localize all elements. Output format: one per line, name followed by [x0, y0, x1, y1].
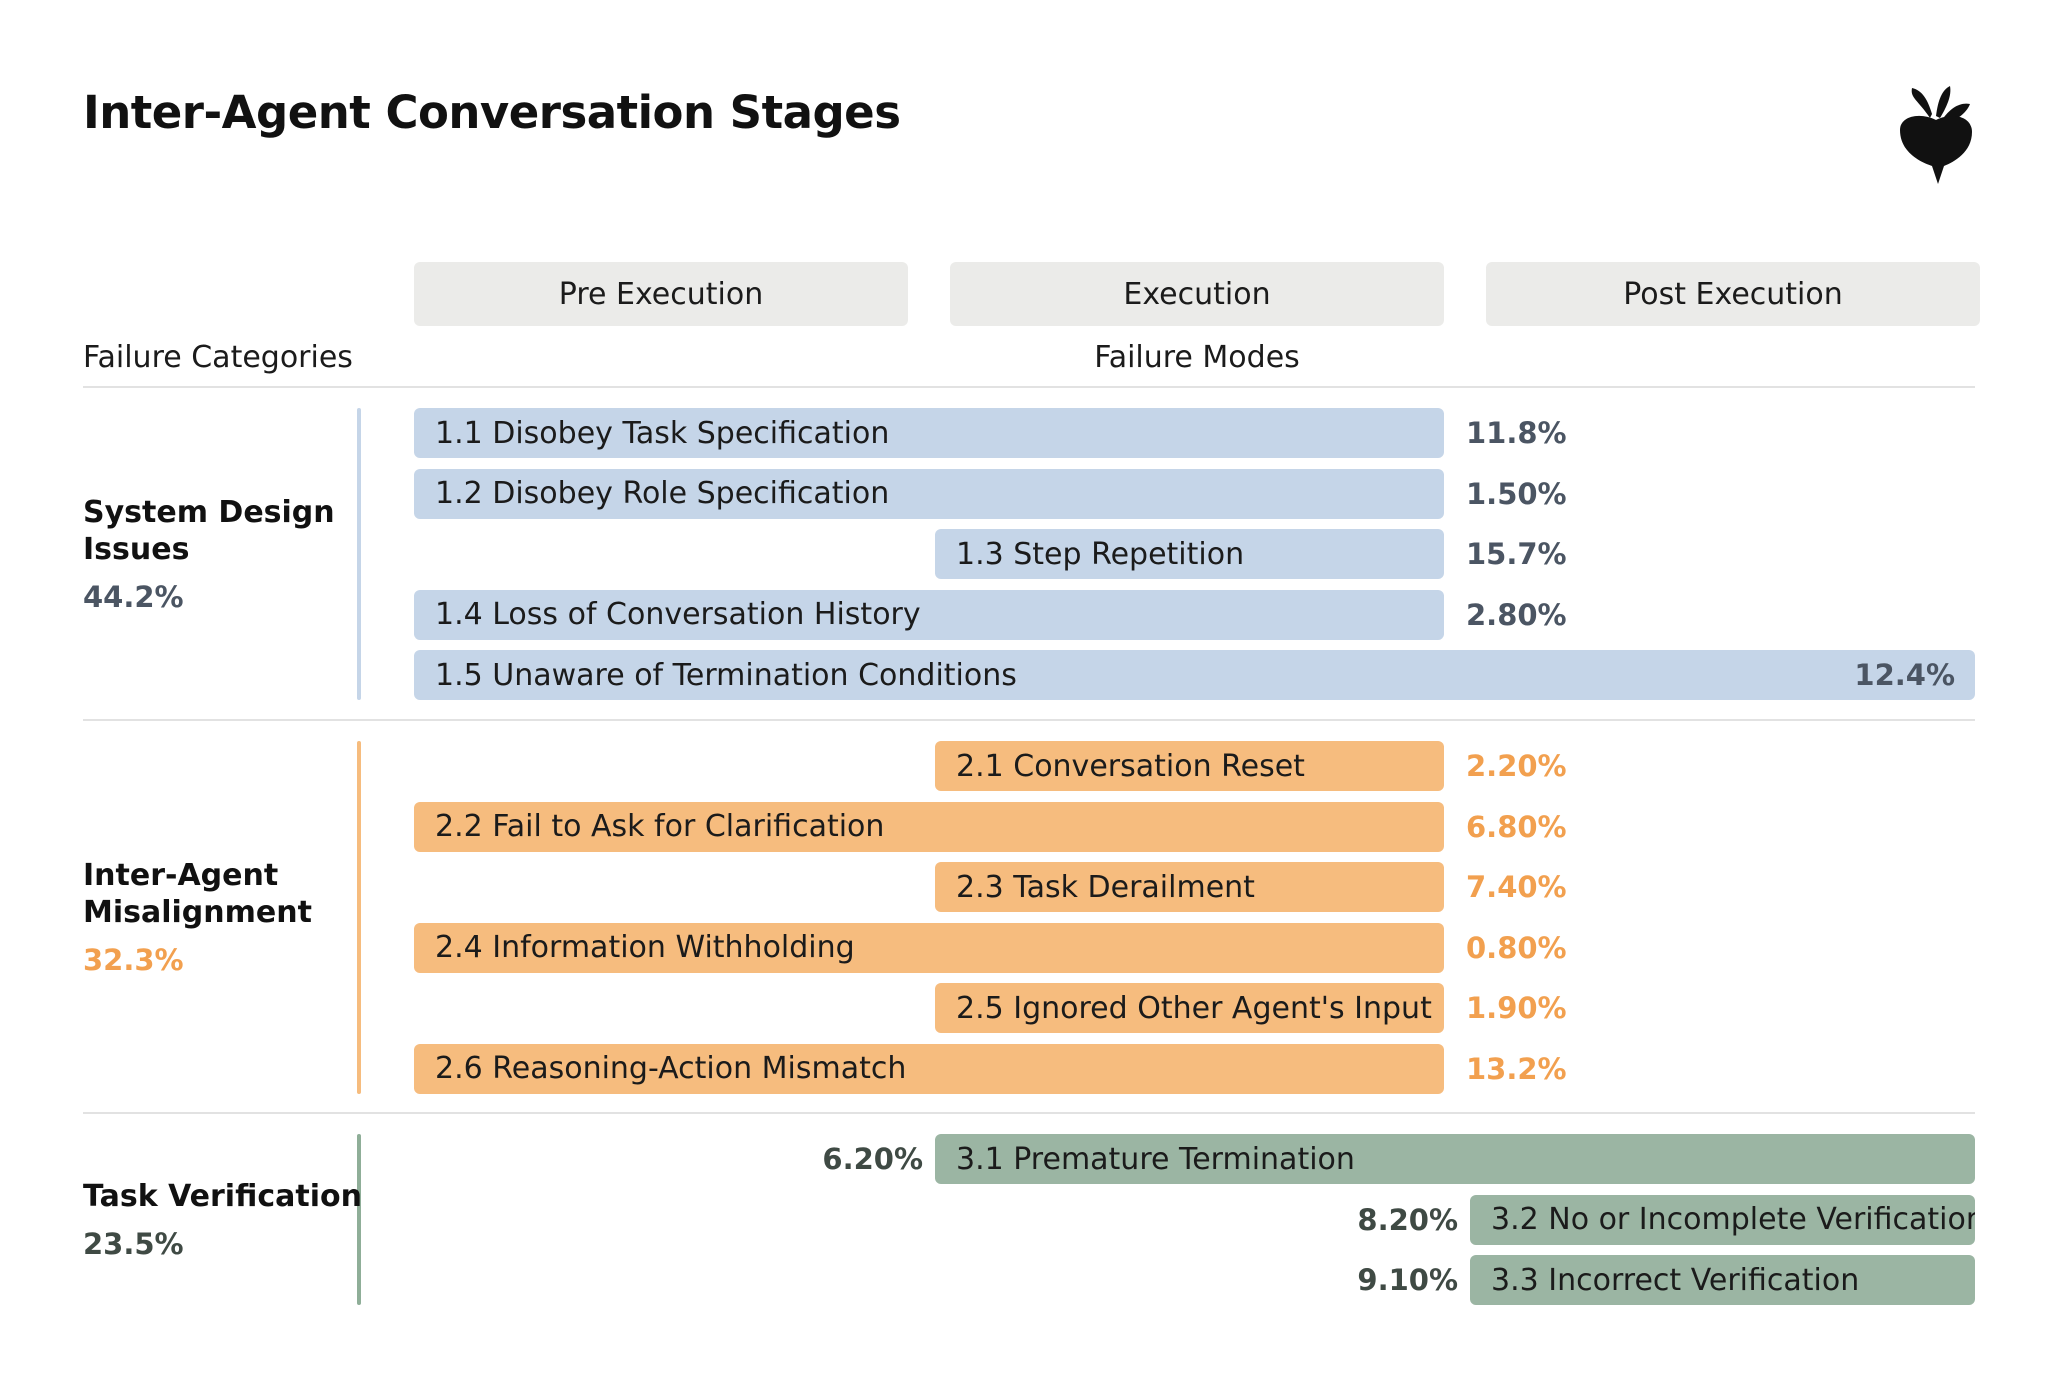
failure-mode-bar: 2.5 Ignored Other Agent's Input — [935, 983, 1444, 1033]
category-name: Inter-Agent Misalignment — [83, 857, 312, 931]
failure-mode-label: 1.1 Disobey Task Specification — [435, 415, 890, 451]
failure-mode-bar: 3.1 Premature Termination — [935, 1134, 1975, 1184]
failure-modes-header: Failure Modes — [1094, 340, 1300, 375]
failure-mode-percent: 2.20% — [1466, 749, 1567, 783]
category-percent: 23.5% — [83, 1227, 184, 1261]
failure-mode-label: 2.5 Ignored Other Agent's Input — [956, 990, 1432, 1026]
failure-mode-label: 2.3 Task Derailment — [956, 869, 1255, 905]
failure-mode-label: 2.6 Reasoning-Action Mismatch — [435, 1051, 907, 1086]
failure-mode-label: 2.1 Conversation Reset — [956, 748, 1305, 784]
failure-mode-percent: 2.80% — [1466, 597, 1567, 632]
stage-post-execution: Post Execution — [1486, 262, 1980, 326]
category-name-line: Issues — [83, 532, 190, 567]
category-name-line: Misalignment — [83, 895, 312, 931]
section-divider-2 — [83, 1112, 1975, 1114]
failure-mode-percent: 11.8% — [1466, 416, 1567, 450]
failure-mode-bar: 3.3 Incorrect Verification — [1470, 1255, 1975, 1305]
failure-mode-bar: 2.1 Conversation Reset — [935, 741, 1444, 791]
category-accent-line — [357, 741, 361, 1094]
category-name-line: Task Verification — [83, 1179, 362, 1214]
category-name: Task Verification — [83, 1178, 362, 1215]
failure-mode-bar: 1.2 Disobey Role Specification — [414, 468, 1444, 519]
failure-mode-label: 1.5 Unaware of Termination Conditions — [435, 657, 1017, 693]
failure-mode-label: 2.2 Fail to Ask for Clarification — [435, 809, 885, 844]
failure-mode-label: 1.3 Step Repetition — [956, 536, 1245, 572]
failure-mode-percent: 6.20% — [822, 1142, 923, 1176]
beet-logo-icon — [1900, 86, 1972, 184]
category-percent: 44.2% — [83, 580, 184, 614]
failure-mode-percent: 6.80% — [1466, 809, 1567, 844]
failure-mode-bar: 2.2 Fail to Ask for Clarification — [414, 801, 1444, 852]
failure-categories-header: Failure Categories — [83, 340, 353, 375]
page-title: Inter-Agent Conversation Stages — [83, 86, 901, 139]
category-name: System Design Issues — [83, 494, 335, 568]
section-divider-1 — [83, 719, 1975, 721]
failure-mode-percent: 1.50% — [1466, 476, 1567, 511]
failure-mode-percent: 7.40% — [1466, 870, 1567, 904]
stage-pre-execution: Pre Execution — [414, 262, 908, 326]
failure-mode-bar: 3.2 No or Incomplete Verification — [1470, 1194, 1975, 1245]
category-name-line: Inter-Agent — [83, 858, 279, 894]
failure-mode-bar: 1.1 Disobey Task Specification — [414, 408, 1444, 458]
stage-execution: Execution — [950, 262, 1444, 326]
category-percent: 32.3% — [83, 943, 184, 978]
failure-mode-bar: 1.3 Step Repetition — [935, 529, 1444, 579]
header-divider — [83, 386, 1975, 388]
category-accent-line — [357, 408, 361, 700]
failure-mode-bar: 1.4 Loss of Conversation History — [414, 589, 1444, 640]
failure-mode-percent: 15.7% — [1466, 537, 1567, 571]
failure-mode-label: 3.3 Incorrect Verification — [1491, 1262, 1860, 1298]
category-name-line: System Design — [83, 495, 335, 530]
failure-mode-percent: 0.80% — [1466, 930, 1567, 965]
failure-mode-percent: 12.4% — [1854, 658, 1955, 692]
failure-mode-label: 3.2 No or Incomplete Verification — [1491, 1202, 1975, 1237]
failure-mode-label: 3.1 Premature Termination — [956, 1141, 1355, 1177]
category-accent-line — [357, 1134, 361, 1305]
failure-mode-bar: 2.4 Information Withholding — [414, 922, 1444, 973]
failure-mode-percent: 9.10% — [1357, 1263, 1458, 1297]
failure-mode-label: 2.4 Information Withholding — [435, 930, 855, 965]
failure-mode-percent: 1.90% — [1466, 991, 1567, 1025]
failure-mode-bar: 2.6 Reasoning-Action Mismatch — [414, 1043, 1444, 1094]
failure-mode-percent: 8.20% — [1357, 1202, 1458, 1237]
failure-mode-bar: 1.5 Unaware of Termination Conditions 12.… — [414, 650, 1975, 700]
failure-mode-percent: 13.2% — [1466, 1051, 1567, 1086]
failure-mode-bar: 2.3 Task Derailment — [935, 862, 1444, 912]
failure-mode-label: 1.4 Loss of Conversation History — [435, 597, 921, 632]
failure-mode-label: 1.2 Disobey Role Specification — [435, 476, 890, 511]
